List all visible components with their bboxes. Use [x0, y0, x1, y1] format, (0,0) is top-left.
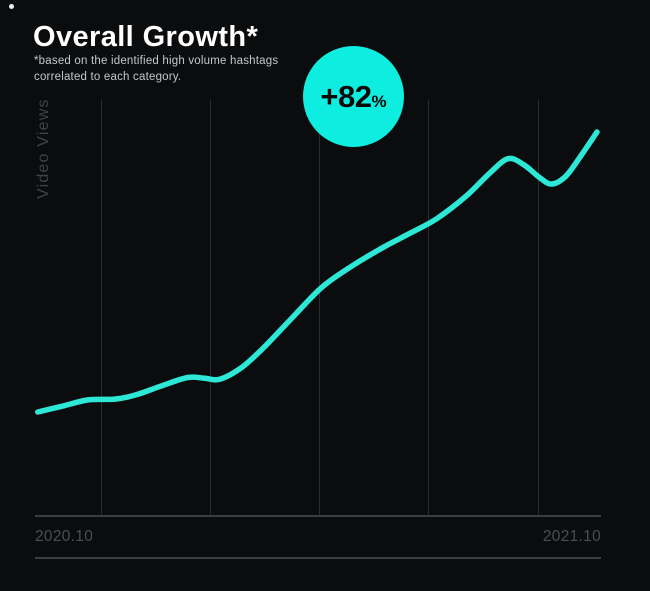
- growth-badge-text: +82%: [320, 79, 386, 115]
- stray-dot: [9, 4, 14, 9]
- growth-badge: +82%: [303, 46, 404, 147]
- gridline: [319, 100, 320, 516]
- chart-subtitle-line2: correlated to each category.: [34, 70, 182, 83]
- gridline: [538, 100, 539, 516]
- gridline: [210, 100, 211, 516]
- chart-subtitle-line1: *based on the identified high volume has…: [34, 55, 279, 67]
- x-tick-label-end: 2021.10: [542, 528, 601, 545]
- gridline: [428, 100, 429, 516]
- bottom-divider: [35, 557, 601, 559]
- y-axis-label: Video Views: [35, 98, 52, 199]
- chart-title: Overall Growth*: [33, 21, 259, 53]
- chart-subtitle: *based on the identified high volume has…: [34, 54, 278, 85]
- percent-sign: %: [371, 91, 387, 111]
- gridline: [101, 100, 102, 516]
- x-tick-label-start: 2020.10: [35, 528, 94, 545]
- x-axis-line: [35, 515, 601, 517]
- growth-badge-value: +82: [320, 78, 372, 114]
- trend-line: [35, 129, 600, 415]
